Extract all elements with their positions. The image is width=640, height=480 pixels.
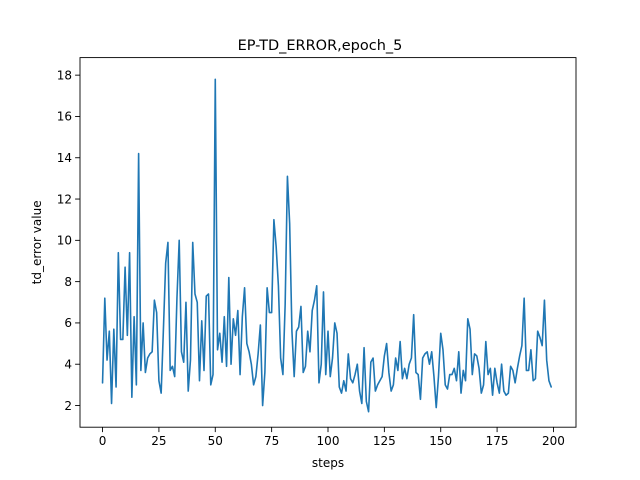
y-tick-label: 6 <box>64 316 72 330</box>
y-tick-label: 14 <box>57 151 72 165</box>
y-axis: 2 4 6 8 10 12 14 16 18 <box>57 68 80 413</box>
y-tick-label: 4 <box>64 358 72 372</box>
y-tick-label: 10 <box>57 234 72 248</box>
x-tick-label: 50 <box>208 434 223 448</box>
y-tick-label: 8 <box>64 275 72 289</box>
x-tick-label: 200 <box>542 434 565 448</box>
y-axis-label: td_error value <box>30 200 44 284</box>
y-tick-label: 2 <box>64 399 72 413</box>
x-tick-label: 0 <box>99 434 107 448</box>
x-tick-label: 150 <box>429 434 452 448</box>
x-tick-label: 25 <box>151 434 166 448</box>
y-tick-label: 18 <box>57 68 72 82</box>
x-tick-label: 125 <box>373 434 396 448</box>
td-error-series-line <box>101 78 552 413</box>
x-axis: 0 25 50 75 100 125 150 175 200 <box>99 427 565 448</box>
x-tick-label: 100 <box>317 434 340 448</box>
x-axis-label: steps <box>312 456 344 470</box>
x-tick-label: 75 <box>264 434 279 448</box>
y-tick-label: 16 <box>57 110 72 124</box>
chart-title: EP-TD_ERROR,epoch_5 <box>238 38 403 54</box>
x-tick-label: 175 <box>486 434 509 448</box>
y-tick-label: 12 <box>57 192 72 206</box>
